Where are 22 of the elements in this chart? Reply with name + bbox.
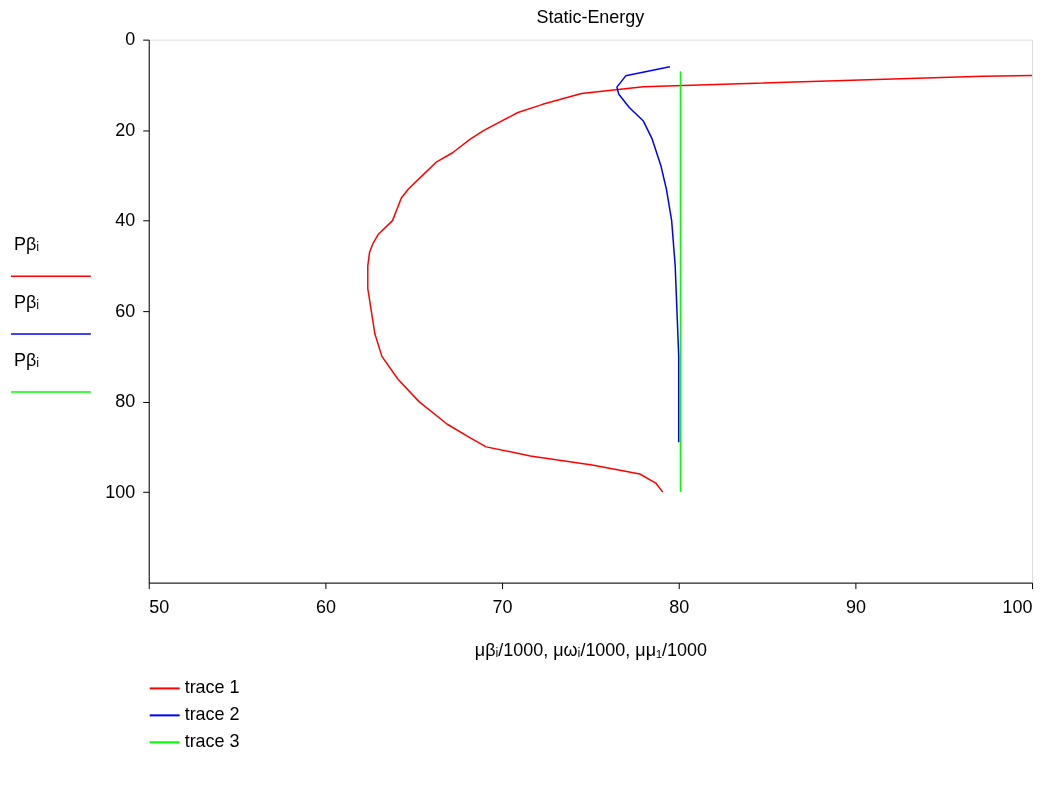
y-tick-label: 40 bbox=[115, 210, 136, 231]
legend-label: trace 1 bbox=[184, 677, 240, 698]
text: Pβᵢ bbox=[13, 292, 40, 313]
chart-title: Static-Energy bbox=[536, 6, 645, 27]
x-tick-label: 90 bbox=[845, 597, 866, 618]
y-tick-label: 60 bbox=[115, 300, 136, 321]
text: Pβᵢ bbox=[13, 350, 40, 371]
y-tick-label: 0 bbox=[125, 29, 136, 50]
y-tick-label: 80 bbox=[115, 391, 136, 412]
y-axis-title: Pβᵢ bbox=[13, 234, 40, 255]
legend-label: trace 3 bbox=[184, 731, 240, 752]
x-tick-label: 60 bbox=[315, 597, 336, 618]
x-tick-label: 80 bbox=[669, 597, 690, 618]
y-tick-label: 20 bbox=[115, 119, 136, 140]
x-tick-label: 70 bbox=[492, 597, 513, 618]
line-series bbox=[616, 66, 680, 444]
line-series bbox=[367, 74, 1033, 493]
x-tick-label: 50 bbox=[149, 597, 170, 618]
y-tick-label: 100 bbox=[105, 481, 136, 502]
x-axis-title: μβᵢ/1000, μωᵢ/1000, μμ₁/1000 bbox=[474, 639, 707, 660]
x-tick-label: 100 bbox=[1002, 597, 1033, 618]
legend-label: trace 2 bbox=[184, 704, 240, 725]
